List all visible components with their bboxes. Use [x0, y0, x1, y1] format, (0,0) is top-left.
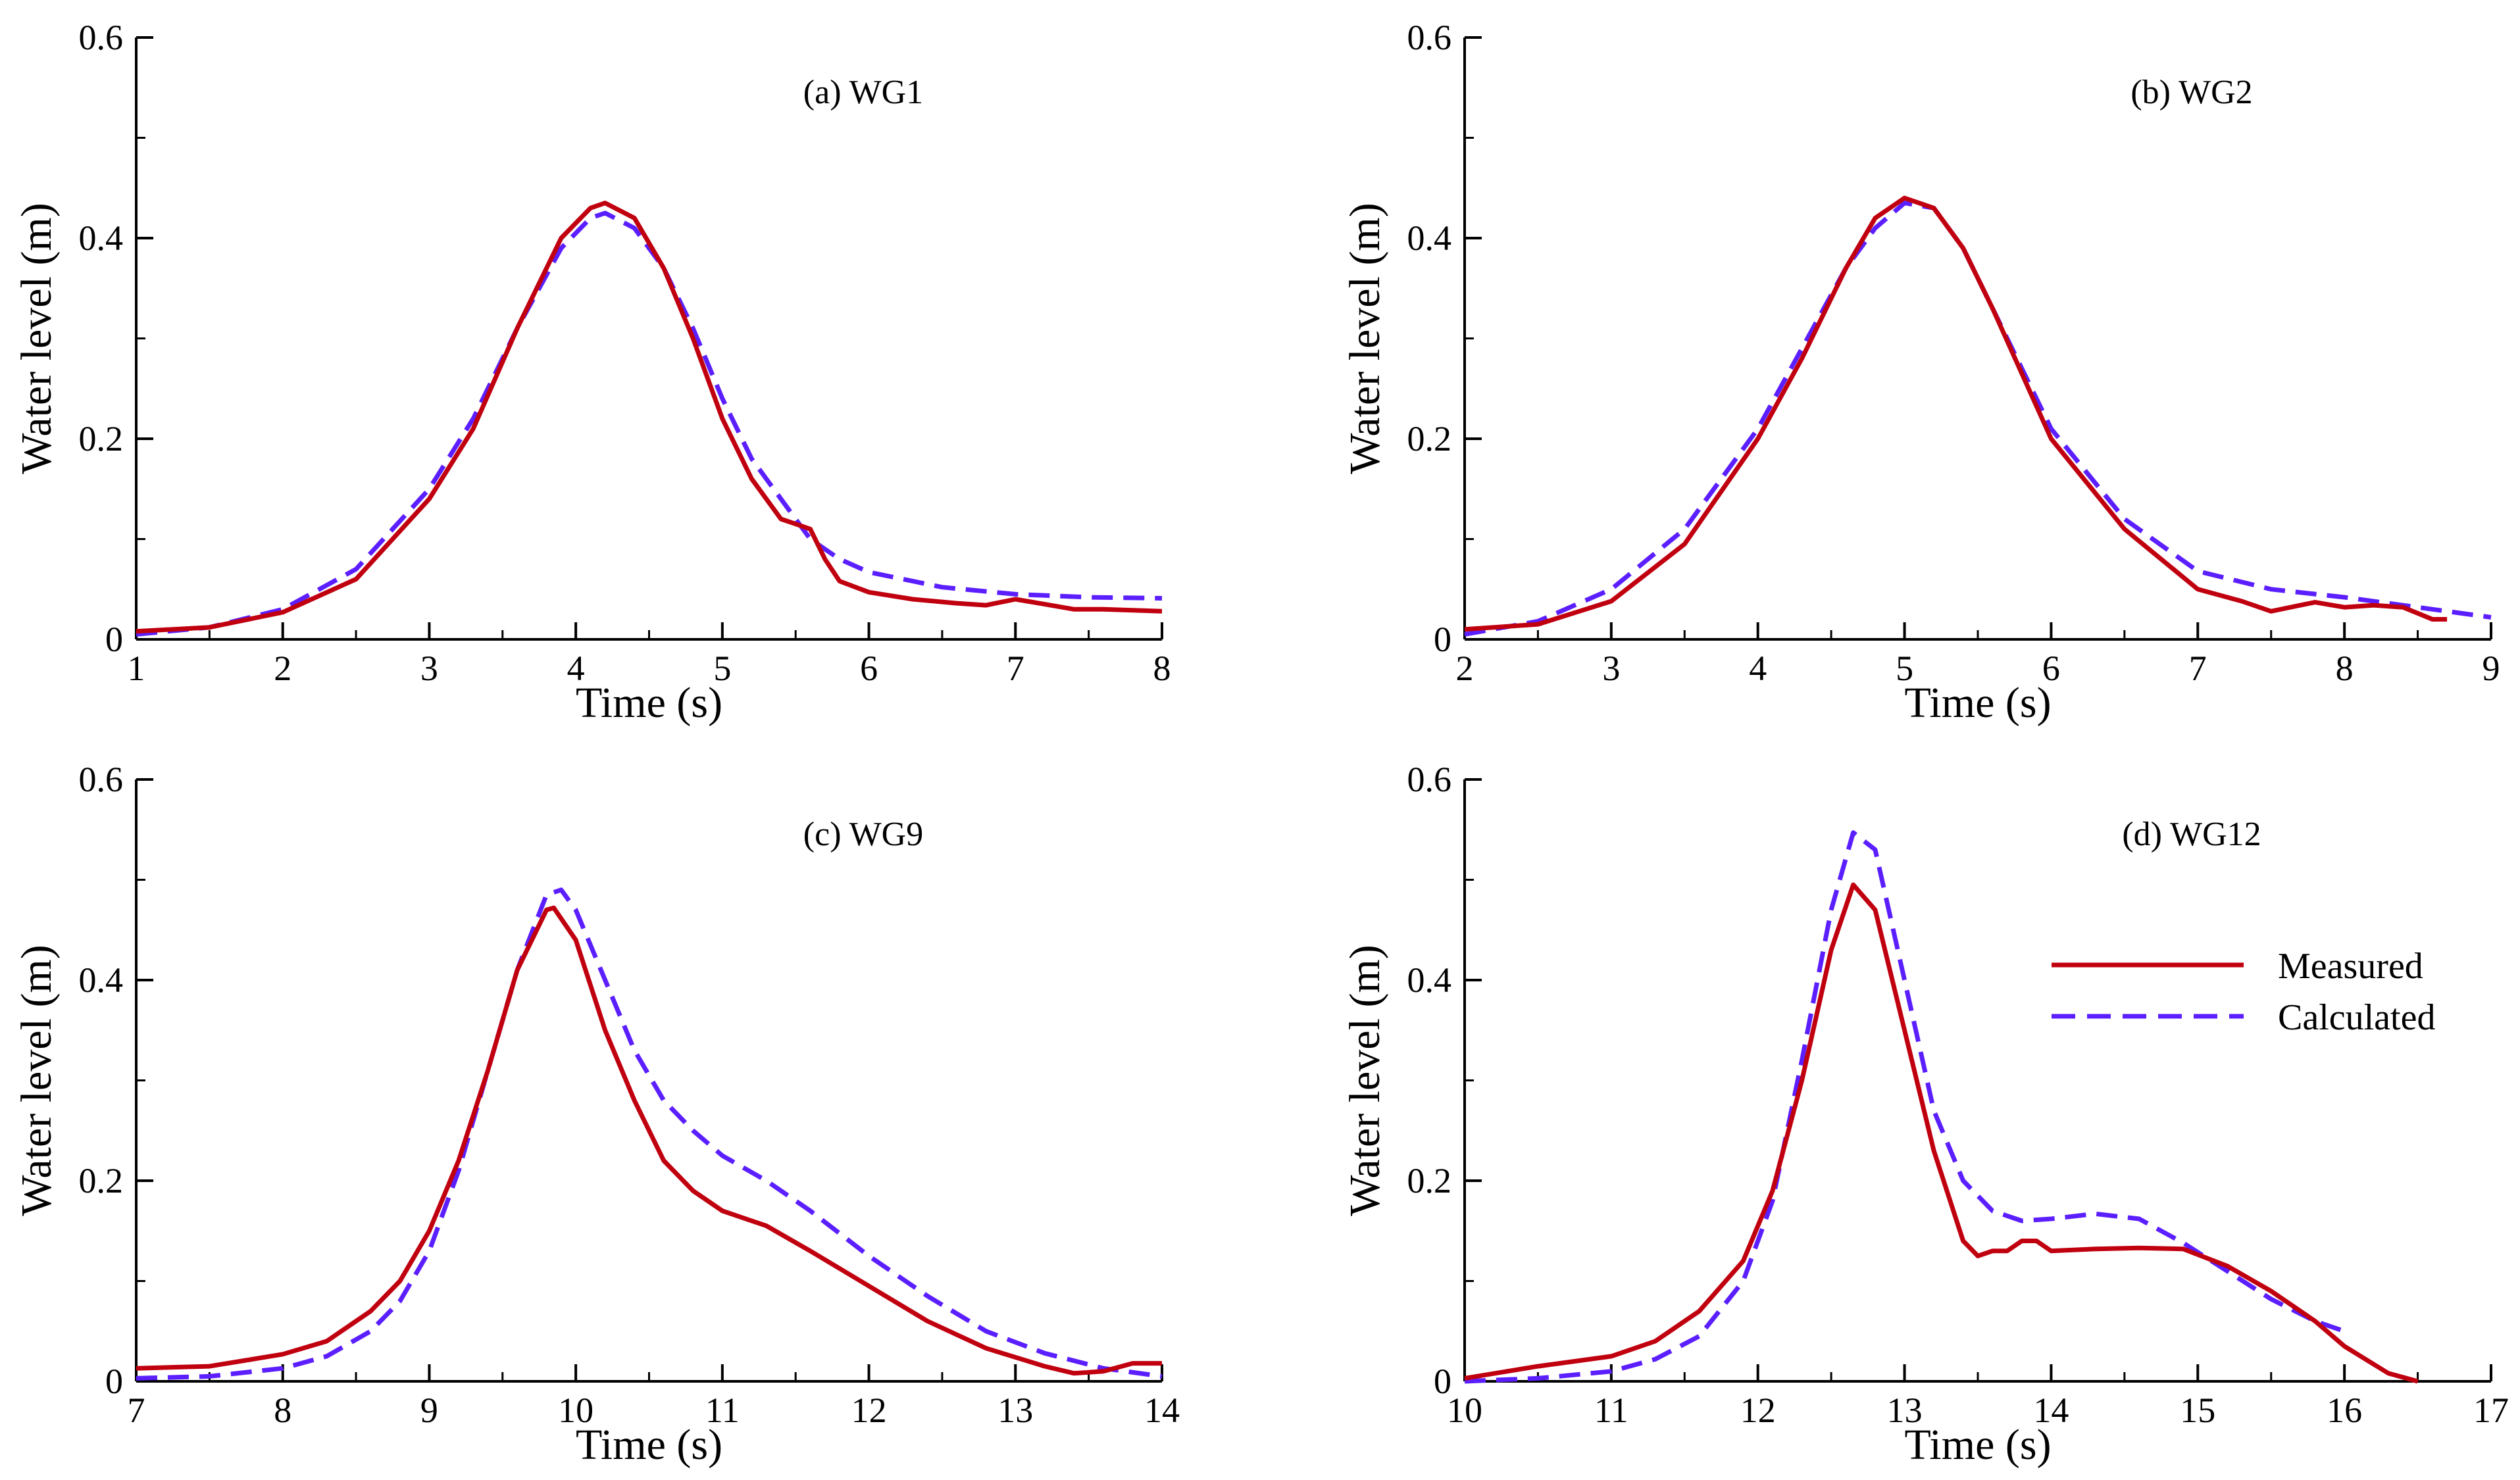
- x-tick-label: 10: [558, 1391, 593, 1430]
- x-tick-label: 9: [420, 1391, 438, 1430]
- x-tick-label: 11: [1594, 1391, 1628, 1430]
- x-tick-label: 2: [1456, 649, 1474, 688]
- y-tick-label: 0: [1434, 620, 1451, 659]
- x-tick-label: 6: [2042, 649, 2060, 688]
- panel-title: (c) WG9: [803, 816, 923, 853]
- legend-label-calculated: Calculated: [2278, 997, 2435, 1038]
- x-tick-label: 8: [2336, 649, 2354, 688]
- series-line-measured: [1464, 195, 2448, 632]
- y-tick-label: 0.6: [79, 760, 124, 799]
- y-axis-title: Water level (m): [1341, 945, 1389, 1216]
- x-tick-label: 8: [274, 1391, 291, 1430]
- y-tick-label: 0.6: [1407, 18, 1452, 57]
- series-line-measured: [1464, 882, 2419, 1384]
- y-tick-label: 0.2: [1407, 419, 1452, 458]
- y-axis-title: Water level (m): [13, 945, 61, 1216]
- y-tick-label: 0.6: [79, 18, 124, 57]
- y-tick-label: 0.2: [79, 419, 124, 458]
- y-tick-label: 0.4: [79, 960, 124, 1000]
- x-tick-label: 14: [2033, 1391, 2069, 1430]
- x-tick-label: 3: [420, 649, 438, 688]
- y-axis-title: Water level (m): [13, 203, 61, 474]
- x-tick-label: 3: [1602, 649, 1620, 688]
- series-line-calculated: [136, 887, 1163, 1381]
- x-tick-label: 7: [128, 1391, 145, 1430]
- y-tick-label: 0.4: [1407, 218, 1452, 258]
- legend-label-measured: Measured: [2278, 946, 2423, 987]
- panel-title: (a) WG1: [803, 74, 923, 111]
- y-tick-label: 0.4: [79, 218, 124, 258]
- x-tick-label: 10: [1447, 1391, 1482, 1430]
- x-tick-label: 13: [1887, 1391, 1923, 1430]
- x-tick-label: 17: [2473, 1391, 2509, 1430]
- x-tick-label: 11: [705, 1391, 740, 1430]
- y-tick-label: 0.2: [79, 1161, 124, 1200]
- x-tick-label: 9: [2482, 649, 2500, 688]
- x-tick-label: 13: [997, 1391, 1033, 1430]
- x-tick-label: 5: [1896, 649, 1913, 688]
- y-tick-label: 0.2: [1407, 1161, 1452, 1200]
- x-axis-title: Time (s): [1904, 679, 2051, 727]
- x-tick-label: 14: [1144, 1391, 1180, 1430]
- panel-3: 7 8 9 10 11 12 13 14 0 0.2 0.4 0.6 Time (s) Water lev…: [13, 760, 1180, 1469]
- x-tick-label: 16: [2327, 1391, 2362, 1430]
- y-tick-label: 0: [105, 620, 123, 659]
- y-tick-label: 0: [105, 1362, 123, 1401]
- y-tick-label: 0.4: [1407, 960, 1452, 1000]
- x-axis-title: Time (s): [1904, 1421, 2051, 1469]
- x-tick-label: 1: [128, 649, 145, 688]
- series-line-measured: [136, 201, 1163, 634]
- panel-4: 10 11 12 13 14 15 16 17 0 0.2 0.4 0.6 Time (s) Water …: [1341, 760, 2509, 1469]
- x-tick-label: 12: [851, 1391, 887, 1430]
- y-tick-label: 0: [1434, 1362, 1451, 1401]
- panel-title: (b) WG2: [2130, 74, 2252, 111]
- y-axis-title: Water level (m): [1341, 203, 1389, 474]
- x-tick-label: 7: [2189, 649, 2207, 688]
- legend: Measured Calculated: [2052, 946, 2435, 1038]
- series-line-calculated: [136, 210, 1163, 637]
- panel-1: 1 2 3 4 5 6 7 8 0 0.2 0.4 0.6 Time (s) Water level (m…: [13, 18, 1171, 727]
- x-tick-label: 8: [1153, 649, 1171, 688]
- panel-title: (d) WG12: [2122, 816, 2261, 853]
- series-line-calculated: [1464, 830, 2346, 1384]
- x-axis-title: Time (s): [576, 1421, 722, 1469]
- x-axis-title: Time (s): [576, 679, 722, 727]
- x-tick-label: 15: [2180, 1391, 2215, 1430]
- x-tick-label: 6: [860, 649, 878, 688]
- x-tick-label: 4: [1749, 649, 1767, 688]
- x-tick-label: 4: [567, 649, 585, 688]
- x-tick-label: 2: [274, 649, 291, 688]
- series-line-calculated: [1464, 201, 2492, 637]
- panel-2: 2 3 4 5 6 7 8 9 0 0.2 0.4 0.6 Time (s) Water level (m…: [1341, 18, 2500, 727]
- y-tick-label: 0.6: [1407, 760, 1452, 799]
- series-line-measured: [136, 905, 1162, 1376]
- x-tick-label: 7: [1007, 649, 1024, 688]
- x-tick-label: 12: [1740, 1391, 1776, 1430]
- x-tick-label: 5: [713, 649, 731, 688]
